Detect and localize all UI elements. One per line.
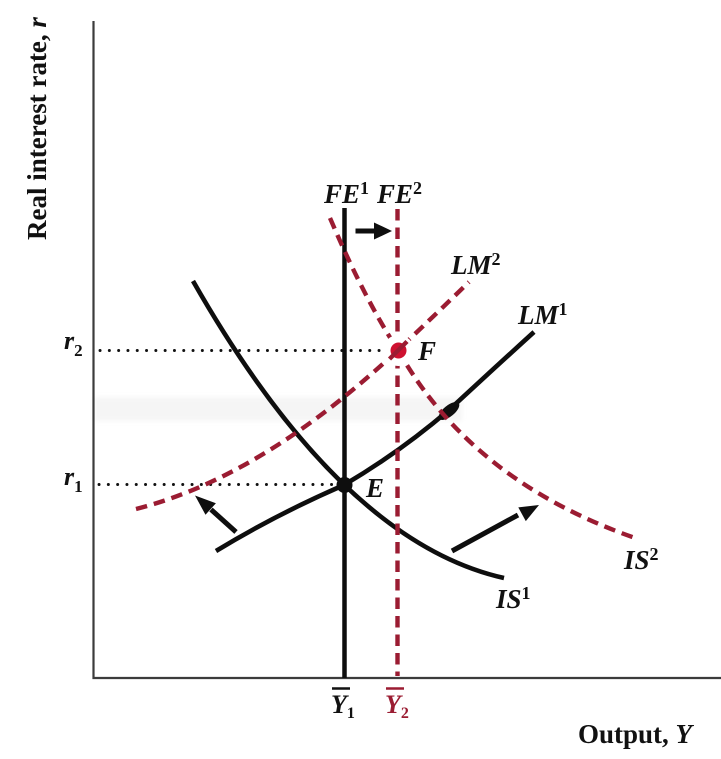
svg-text:r1: r1	[64, 462, 83, 496]
svg-text:FE1: FE1	[323, 178, 369, 209]
svg-text:r2: r2	[64, 326, 83, 360]
svg-text:Output, Y: Output, Y	[578, 719, 695, 749]
svg-text:Y2: Y2	[385, 690, 409, 722]
svg-text:LM1: LM1	[517, 299, 568, 330]
svg-text:IS2: IS2	[623, 544, 659, 575]
svg-text:FE2: FE2	[376, 178, 422, 209]
svg-text:Real interest rate, r: Real interest rate, r	[22, 17, 52, 240]
svg-text:IS1: IS1	[495, 583, 531, 614]
svg-text:Y1: Y1	[331, 690, 355, 722]
svg-text:E: E	[365, 473, 384, 503]
svg-text:LM2: LM2	[450, 249, 501, 280]
svg-text:F: F	[417, 336, 436, 366]
